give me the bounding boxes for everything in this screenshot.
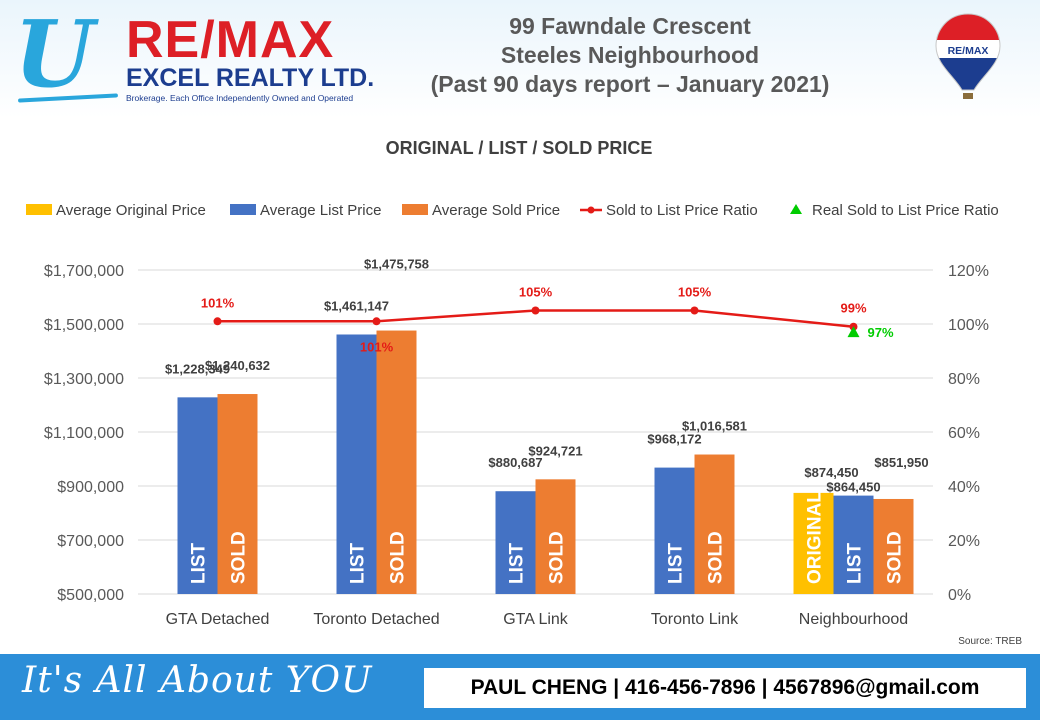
x-tick-label: GTA Detached: [166, 611, 270, 628]
y-axis-labels: $500,000 $700,000 $900,000 $1,100,000 $1,300…: [44, 263, 124, 604]
x-tick-label: GTA Link: [503, 611, 569, 628]
bar-value-label: $880,687: [488, 455, 542, 470]
u-logo: U: [14, 0, 95, 108]
ratio-point: [531, 306, 540, 315]
legend-swatch: [26, 204, 52, 215]
bar-value-label: $1,016,581: [682, 419, 747, 434]
bar-value-label: $968,172: [647, 432, 701, 447]
bar-list: [833, 495, 874, 594]
y2-tick-label: 80%: [948, 371, 980, 388]
y-tick-label: $1,300,000: [44, 371, 124, 388]
y-tick-label: $900,000: [57, 479, 124, 496]
bar-list: [336, 334, 377, 594]
company-name: EXCEL REALTY LTD.: [126, 64, 375, 92]
price-chart: ORIGINAL / LIST / SOLD PRICE Average Ori…: [26, 138, 999, 628]
bar-inner-label: LIST: [348, 542, 369, 584]
title-line-address: 99 Fawndale Crescent: [509, 13, 751, 39]
bar-list: [177, 397, 218, 594]
bar-sold: [694, 454, 735, 594]
ratio-label: 105%: [678, 285, 712, 300]
ratio-label: 101%: [360, 339, 394, 354]
legend-label: Average Sold Price: [432, 202, 560, 219]
bar-value-label: $1,475,758: [364, 257, 429, 272]
y2-axis-labels: 0% 20% 40% 60% 80% 100% 120%: [948, 263, 989, 604]
legend-swatch: [230, 204, 256, 215]
ratio-label: 101%: [201, 295, 235, 310]
bar-inner-label: SOLD: [229, 531, 250, 584]
bar-value-label: $851,950: [874, 455, 928, 470]
ratio-label: 99%: [840, 301, 866, 316]
bar-list: [495, 491, 536, 594]
legend-label: Average List Price: [260, 202, 381, 219]
bar-value-label: $874,450: [804, 465, 858, 480]
bar-sold: [376, 330, 417, 594]
bar-value-label: $1,240,632: [205, 358, 270, 373]
y2-tick-label: 20%: [948, 533, 980, 550]
title-line-neighbourhood: Steeles Neighbourhood: [500, 42, 760, 68]
y2-tick-label: 40%: [948, 479, 980, 496]
y2-tick-label: 0%: [948, 587, 971, 604]
ratio-label: 105%: [519, 285, 553, 300]
bar-value-label: $864,450: [826, 480, 880, 495]
y-tick-label: $1,500,000: [44, 317, 124, 334]
bar-inner-label: ORIGINAL: [805, 491, 826, 584]
data-labels: $1,228,349$1,240,632 $1,461,147 $1,475,758…: [165, 257, 929, 495]
bar-inner-label: SOLD: [388, 531, 409, 584]
source-note: Source: TREB: [958, 636, 1022, 647]
chart-legend: Average Original Price Average List Price…: [26, 202, 999, 219]
bar-inner-label: LIST: [845, 542, 866, 584]
y-tick-label: $1,100,000: [44, 425, 124, 442]
x-tick-label: Toronto Detached: [313, 611, 439, 628]
title-line-period: (Past 90 days report – January 2021): [430, 71, 830, 97]
balloon-label: RE/MAX: [948, 45, 989, 57]
contact-info: PAUL CHENG | 416-456-7896 | 4567896@gmai…: [424, 668, 1026, 708]
company-tagline: Brokerage. Each Office Independently Own…: [126, 93, 354, 103]
x-tick-label: Neighbourhood: [799, 611, 908, 628]
bar-inner-label: LIST: [666, 542, 687, 584]
header: [0, 0, 1040, 118]
y-tick-label: $1,700,000: [44, 263, 124, 280]
real-ratio-label: 97%: [868, 325, 894, 340]
ratio-line: 101% 101% 105% 105% 99%97%: [201, 285, 894, 355]
report-title: 99 Fawndale Crescent Steeles Neighbourho…: [410, 12, 850, 99]
x-axis-labels: GTA Detached Toronto Detached GTA Link Toro…: [166, 611, 909, 628]
y2-tick-label: 100%: [948, 317, 989, 334]
bar-inner-label: SOLD: [706, 531, 727, 584]
y-tick-label: $500,000: [57, 587, 124, 604]
y2-tick-label: 120%: [948, 263, 989, 280]
chart-title: ORIGINAL / LIST / SOLD PRICE: [386, 138, 653, 158]
bar-original: [793, 492, 834, 594]
bar-sold: [217, 394, 258, 594]
remax-brand: RE/MAX: [126, 11, 335, 69]
bar-sold: [535, 479, 576, 594]
bar-inner-label: SOLD: [547, 531, 568, 584]
legend-label: Real Sold to List Price Ratio: [812, 202, 999, 219]
legend-swatch: [790, 204, 802, 214]
bar-value-label: $924,721: [528, 443, 582, 458]
y2-tick-label: 60%: [948, 425, 980, 442]
chart-bars: LIST SOLD LIST SOLD LIST SOLD LIST SOLD ORIGINAL…: [177, 330, 914, 594]
bar-inner-label: LIST: [507, 542, 528, 584]
footer-tagline: It's All About YOU: [22, 660, 373, 701]
legend-label: Average Original Price: [56, 202, 206, 219]
bar-inner-label: SOLD: [885, 531, 906, 584]
real-ratio-marker: [847, 326, 860, 338]
y-tick-label: $700,000: [57, 533, 124, 550]
legend-marker: [587, 206, 595, 214]
ratio-point: [372, 317, 381, 326]
ratio-point: [690, 306, 699, 315]
bar-list: [654, 467, 695, 594]
x-tick-label: Toronto Link: [651, 611, 739, 628]
legend-swatch: [402, 204, 428, 215]
bar-value-label: $1,461,147: [324, 298, 389, 313]
ratio-point: [213, 317, 222, 326]
balloon-logo: RE/MAX: [935, 13, 1001, 99]
legend-label: Sold to List Price Ratio: [606, 202, 758, 219]
bar-value-label: $1,228,349: [165, 361, 230, 376]
bar-inner-label: LIST: [189, 542, 210, 584]
bar-sold: [873, 498, 914, 594]
